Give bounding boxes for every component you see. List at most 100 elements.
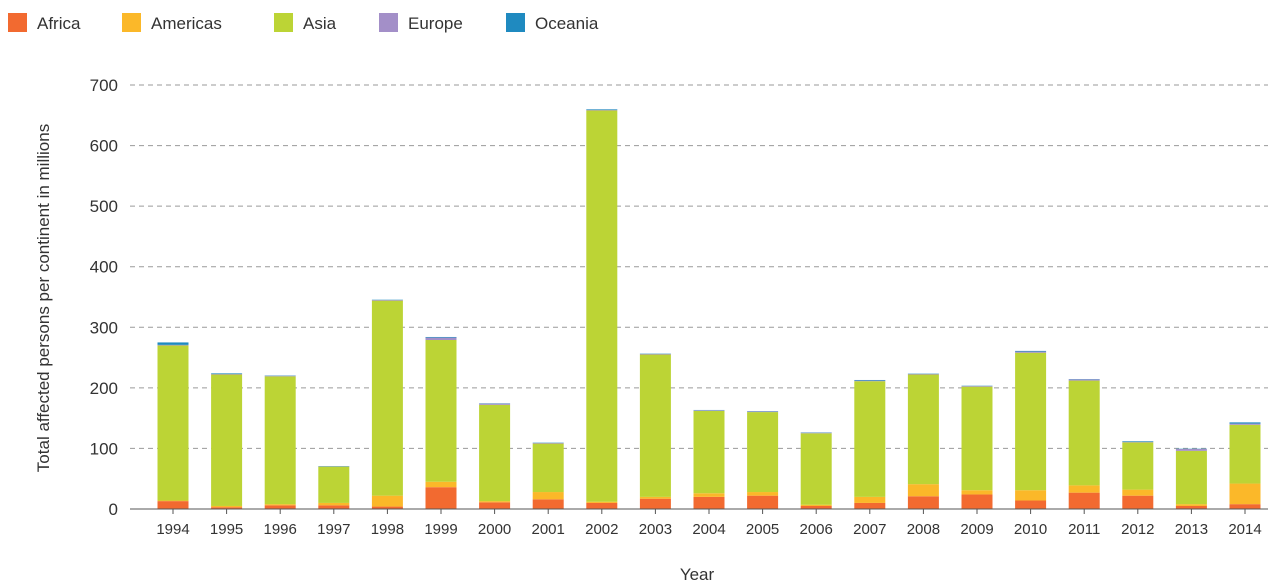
bar-group-1997 bbox=[318, 465, 350, 509]
bar-2002-africa bbox=[586, 502, 618, 509]
x-tick-label: 2007 bbox=[853, 521, 886, 538]
bar-2000-africa bbox=[479, 502, 511, 509]
x-axis-title: Year bbox=[680, 565, 715, 584]
legend-swatch-oceania bbox=[506, 13, 525, 32]
bar-group-2007 bbox=[854, 379, 886, 509]
bar-1999-africa bbox=[425, 487, 457, 509]
bar-2002-asia bbox=[586, 110, 618, 502]
bar-2008-americas bbox=[907, 484, 939, 497]
legend-label-americas: Americas bbox=[151, 14, 222, 33]
bar-2001-americas bbox=[532, 492, 564, 500]
y-tick-label: 400 bbox=[90, 258, 118, 277]
bar-1998-americas bbox=[371, 495, 403, 507]
bar-group-2010 bbox=[1015, 350, 1047, 509]
y-tick-label: 100 bbox=[90, 439, 118, 458]
bar-group-2004 bbox=[693, 409, 725, 509]
y-tick-label: 200 bbox=[90, 379, 118, 398]
bar-1996-africa bbox=[264, 505, 296, 509]
bar-1997-americas bbox=[318, 502, 350, 506]
bar-group-2003 bbox=[639, 353, 671, 509]
legend-swatch-africa bbox=[8, 13, 27, 32]
bar-2005-americas bbox=[747, 492, 779, 496]
bar-1994-asia bbox=[157, 345, 189, 501]
bar-2009-asia bbox=[961, 386, 993, 491]
bars bbox=[157, 109, 1261, 509]
bar-2004-europe bbox=[693, 410, 725, 411]
bar-2014-asia bbox=[1229, 424, 1261, 484]
bar-2004-africa bbox=[693, 496, 725, 509]
y-tick-label: 500 bbox=[90, 197, 118, 216]
x-tick-label: 2002 bbox=[585, 521, 618, 538]
legend-swatch-asia bbox=[274, 13, 293, 32]
x-tick-label: 2013 bbox=[1175, 521, 1208, 538]
bar-2013-asia bbox=[1175, 450, 1207, 505]
bar-2009-europe bbox=[961, 386, 993, 387]
bar-2012-asia bbox=[1122, 442, 1154, 490]
bar-2000-europe bbox=[479, 403, 511, 405]
bar-2011-asia bbox=[1068, 380, 1100, 486]
bar-1994-africa bbox=[157, 501, 189, 509]
x-tick-label: 1997 bbox=[317, 521, 350, 538]
x-tick-label: 2009 bbox=[960, 521, 993, 538]
bar-2002-americas bbox=[586, 501, 618, 503]
y-tick-label: 0 bbox=[109, 500, 118, 519]
bar-2002-oceania bbox=[586, 109, 618, 110]
bar-2001-asia bbox=[532, 443, 564, 493]
bar-group-2005 bbox=[747, 411, 779, 509]
bar-2000-asia bbox=[479, 404, 511, 502]
bar-1995-oceania bbox=[211, 373, 243, 374]
bar-2011-europe bbox=[1068, 379, 1100, 381]
grid-lines bbox=[130, 84, 1268, 449]
legend-swatch-americas bbox=[122, 13, 141, 32]
bar-1995-africa bbox=[211, 507, 243, 509]
bar-2010-asia bbox=[1015, 352, 1047, 491]
x-tick-label: 2011 bbox=[1068, 521, 1100, 538]
bar-2001-europe bbox=[532, 442, 564, 444]
bar-group-2008 bbox=[907, 373, 939, 509]
bar-2006-asia bbox=[800, 433, 832, 505]
y-tick-label: 300 bbox=[90, 318, 118, 337]
bar-2007-africa bbox=[854, 502, 886, 509]
bar-group-2014 bbox=[1229, 422, 1261, 509]
bar-2002-europe bbox=[586, 109, 618, 111]
bar-2011-africa bbox=[1068, 492, 1100, 509]
bar-1999-europe bbox=[425, 337, 457, 341]
bar-2012-europe bbox=[1122, 441, 1154, 443]
bar-2013-europe bbox=[1175, 449, 1207, 451]
bar-1996-asia bbox=[264, 376, 296, 505]
bar-2010-americas bbox=[1015, 490, 1047, 501]
x-tick-label: 2004 bbox=[692, 521, 725, 538]
y-tick-label: 700 bbox=[90, 76, 118, 95]
bar-2004-americas bbox=[693, 493, 725, 497]
y-tick-label: 600 bbox=[90, 137, 118, 156]
bar-2012-oceania bbox=[1122, 441, 1154, 442]
legend-label-africa: Africa bbox=[37, 14, 81, 33]
x-tick-label: 1998 bbox=[371, 521, 404, 538]
x-tick-label: 2012 bbox=[1121, 521, 1154, 538]
bar-2013-americas bbox=[1175, 504, 1207, 506]
bar-2014-europe bbox=[1229, 423, 1261, 425]
bar-1997-asia bbox=[318, 466, 350, 503]
bar-2014-oceania bbox=[1229, 422, 1261, 424]
legend: Africa Americas Asia Europe Oceania bbox=[8, 13, 599, 33]
bar-group-1996 bbox=[264, 375, 296, 509]
bar-1995-europe bbox=[211, 373, 243, 375]
bar-1999-asia bbox=[425, 340, 457, 482]
bar-2010-europe bbox=[1015, 351, 1047, 353]
bar-1996-europe bbox=[264, 375, 296, 377]
x-tick-label: 1999 bbox=[424, 521, 457, 538]
bar-2001-africa bbox=[532, 499, 564, 509]
bar-2008-europe bbox=[907, 373, 939, 375]
bar-group-2012 bbox=[1122, 441, 1154, 509]
axes: 0 100 200 300 400 500 600 700 1994 1995 1996 1997 19… bbox=[90, 76, 1268, 538]
bar-group-2001 bbox=[532, 442, 564, 509]
x-tick-label: 2014 bbox=[1228, 521, 1261, 538]
bar-2008-africa bbox=[907, 496, 939, 509]
bar-1999-americas bbox=[425, 481, 457, 488]
bar-1998-europe bbox=[371, 300, 403, 301]
legend-label-europe: Europe bbox=[408, 14, 463, 33]
bar-2006-americas bbox=[800, 504, 832, 506]
bar-1998-asia bbox=[371, 300, 403, 496]
x-tick-label: 1996 bbox=[264, 521, 297, 538]
x-tick-label: 2010 bbox=[1014, 521, 1047, 538]
